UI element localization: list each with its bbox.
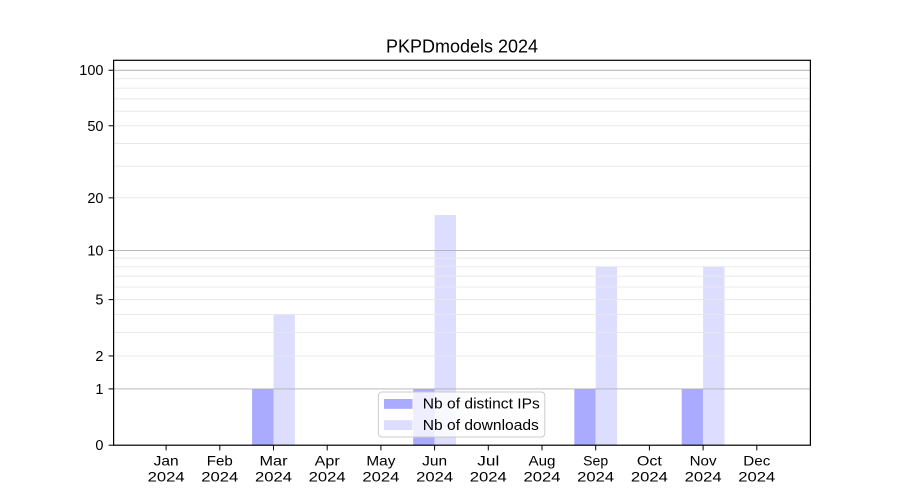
- svg-text:2024: 2024: [362, 469, 399, 485]
- svg-text:May: May: [366, 452, 395, 468]
- svg-text:PKPDmodels 2024: PKPDmodels 2024: [386, 37, 538, 57]
- svg-text:Dec: Dec: [743, 452, 770, 468]
- svg-text:2024: 2024: [685, 469, 722, 485]
- svg-text:Jan: Jan: [154, 452, 179, 468]
- svg-text:2024: 2024: [309, 469, 346, 485]
- svg-text:20: 20: [87, 191, 103, 207]
- svg-text:2024: 2024: [470, 469, 507, 485]
- svg-text:Feb: Feb: [207, 452, 233, 468]
- svg-text:100: 100: [79, 63, 103, 79]
- svg-text:Nb of downloads: Nb of downloads: [423, 418, 539, 434]
- svg-text:Jun: Jun: [422, 452, 447, 468]
- svg-text:Nb of distinct IPs: Nb of distinct IPs: [423, 397, 540, 413]
- svg-text:Aug: Aug: [529, 452, 556, 468]
- svg-text:2024: 2024: [201, 469, 238, 485]
- svg-text:Sep: Sep: [583, 452, 608, 468]
- svg-text:Nov: Nov: [690, 452, 717, 468]
- svg-text:2024: 2024: [631, 469, 668, 485]
- svg-text:Jul: Jul: [477, 452, 499, 468]
- svg-text:2024: 2024: [148, 469, 185, 485]
- svg-text:2: 2: [95, 349, 103, 365]
- svg-text:Mar: Mar: [260, 452, 288, 468]
- svg-text:5: 5: [95, 293, 103, 309]
- svg-text:1: 1: [95, 382, 103, 398]
- svg-text:2024: 2024: [416, 469, 453, 485]
- svg-text:2024: 2024: [738, 469, 775, 485]
- svg-text:2024: 2024: [255, 469, 292, 485]
- svg-text:Apr: Apr: [315, 452, 340, 468]
- svg-text:50: 50: [87, 119, 103, 135]
- svg-text:10: 10: [87, 243, 103, 259]
- svg-text:2024: 2024: [524, 469, 561, 485]
- svg-text:2024: 2024: [577, 469, 614, 485]
- svg-text:0: 0: [95, 438, 103, 454]
- svg-text:Oct: Oct: [637, 452, 662, 468]
